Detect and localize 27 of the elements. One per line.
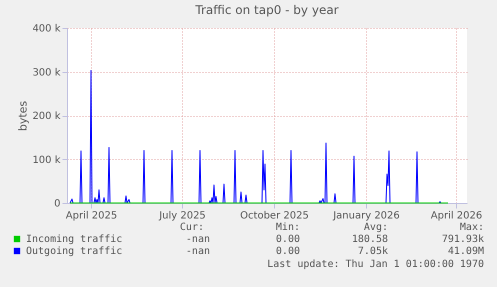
y-tick-label: 300 k xyxy=(32,67,61,78)
text: 0.00 xyxy=(276,246,300,257)
text: 7.05k xyxy=(358,246,388,257)
text: 41.09M xyxy=(448,246,484,257)
text: Cur: xyxy=(180,222,204,233)
y-tick-label: 0 xyxy=(54,198,60,210)
text: -nan xyxy=(186,234,210,245)
x-tick-label: April 2025 xyxy=(66,210,118,222)
x-tick-label: January 2026 xyxy=(332,210,400,222)
legend-label: Incoming traffic xyxy=(26,234,122,245)
text: Max: xyxy=(460,222,484,233)
text: Avg: xyxy=(364,222,388,233)
text: 0.00 xyxy=(276,234,300,245)
text: 791.93k xyxy=(442,234,484,245)
y-tick-label: 200 k xyxy=(32,111,61,122)
legend-label: Outgoing traffic xyxy=(26,246,122,257)
chart-title: Traffic on tap0 - by year xyxy=(194,3,339,17)
y-tick-label: 400 k xyxy=(32,24,61,34)
y-axis-title: bytes xyxy=(16,100,30,132)
y-tick-label: 100 k xyxy=(32,154,61,166)
text: Last update: Thu Jan 1 01:00:00 1970 xyxy=(267,259,484,270)
text: 180.58 xyxy=(352,234,388,245)
text: Min: xyxy=(276,222,300,233)
text: -nan xyxy=(186,246,210,257)
x-tick-label: October 2025 xyxy=(240,210,309,222)
x-tick-label: April 2026 xyxy=(430,210,482,222)
x-tick-label: July 2025 xyxy=(158,210,206,222)
